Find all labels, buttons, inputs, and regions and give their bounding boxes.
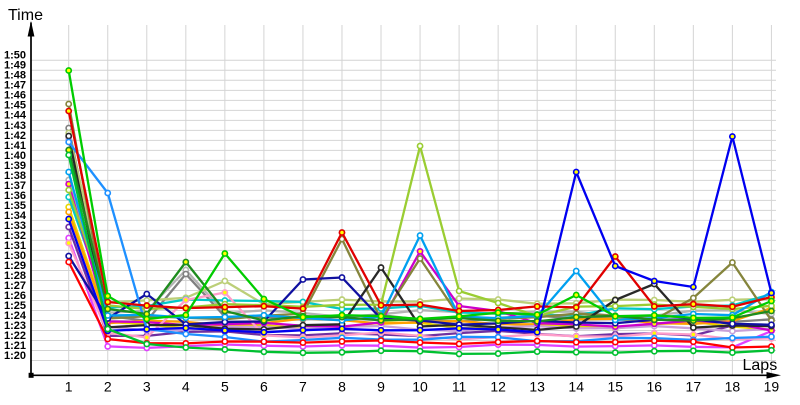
svg-text:1:35: 1:35 [4,200,26,212]
svg-text:1:27: 1:27 [4,280,26,292]
svg-text:17: 17 [686,379,702,395]
svg-text:1:33: 1:33 [4,220,26,232]
svg-text:4: 4 [182,379,190,395]
svg-text:1:42: 1:42 [4,130,26,142]
svg-text:1:25: 1:25 [4,300,26,312]
svg-text:5: 5 [221,379,229,395]
svg-text:10: 10 [412,379,428,395]
svg-text:8: 8 [338,379,346,395]
svg-text:1:21: 1:21 [4,340,26,352]
svg-text:1:34: 1:34 [4,210,27,222]
svg-text:12: 12 [490,379,506,395]
svg-text:1:41: 1:41 [4,140,26,152]
svg-text:7: 7 [299,379,307,395]
svg-text:15: 15 [607,379,623,395]
svg-text:1:37: 1:37 [4,180,26,192]
svg-text:1:50: 1:50 [4,50,26,62]
svg-text:1:43: 1:43 [4,120,26,132]
svg-text:1:24: 1:24 [4,310,27,322]
svg-text:1:44: 1:44 [4,110,27,122]
svg-text:1:23: 1:23 [4,320,26,332]
svg-text:1:31: 1:31 [4,240,26,252]
svg-text:Time: Time [8,7,43,24]
svg-text:11: 11 [452,379,467,395]
svg-text:13: 13 [529,379,545,395]
svg-text:2: 2 [104,379,112,395]
svg-text:16: 16 [647,379,663,395]
svg-text:3: 3 [143,379,151,395]
svg-text:9: 9 [377,379,385,395]
svg-text:1:20: 1:20 [4,350,26,362]
svg-text:19: 19 [764,379,780,395]
svg-text:1: 1 [65,379,73,395]
svg-text:1:49: 1:49 [4,60,26,72]
svg-text:1:45: 1:45 [4,100,26,112]
svg-text:1:36: 1:36 [4,190,26,202]
svg-text:1:26: 1:26 [4,290,26,302]
svg-text:1:22: 1:22 [4,330,26,342]
svg-text:1:32: 1:32 [4,230,26,242]
svg-text:1:46: 1:46 [4,90,26,102]
svg-text:1:29: 1:29 [4,260,26,272]
svg-text:1:48: 1:48 [4,70,26,82]
svg-text:1:38: 1:38 [4,170,26,182]
svg-text:1:30: 1:30 [4,250,26,262]
svg-text:18: 18 [725,379,741,395]
svg-text:6: 6 [260,379,268,395]
svg-text:Laps: Laps [743,357,778,374]
svg-text:14: 14 [568,379,584,395]
svg-text:1:28: 1:28 [4,270,26,282]
svg-text:1:47: 1:47 [4,80,26,92]
svg-text:1:39: 1:39 [4,160,26,172]
svg-text:1:40: 1:40 [4,150,26,162]
